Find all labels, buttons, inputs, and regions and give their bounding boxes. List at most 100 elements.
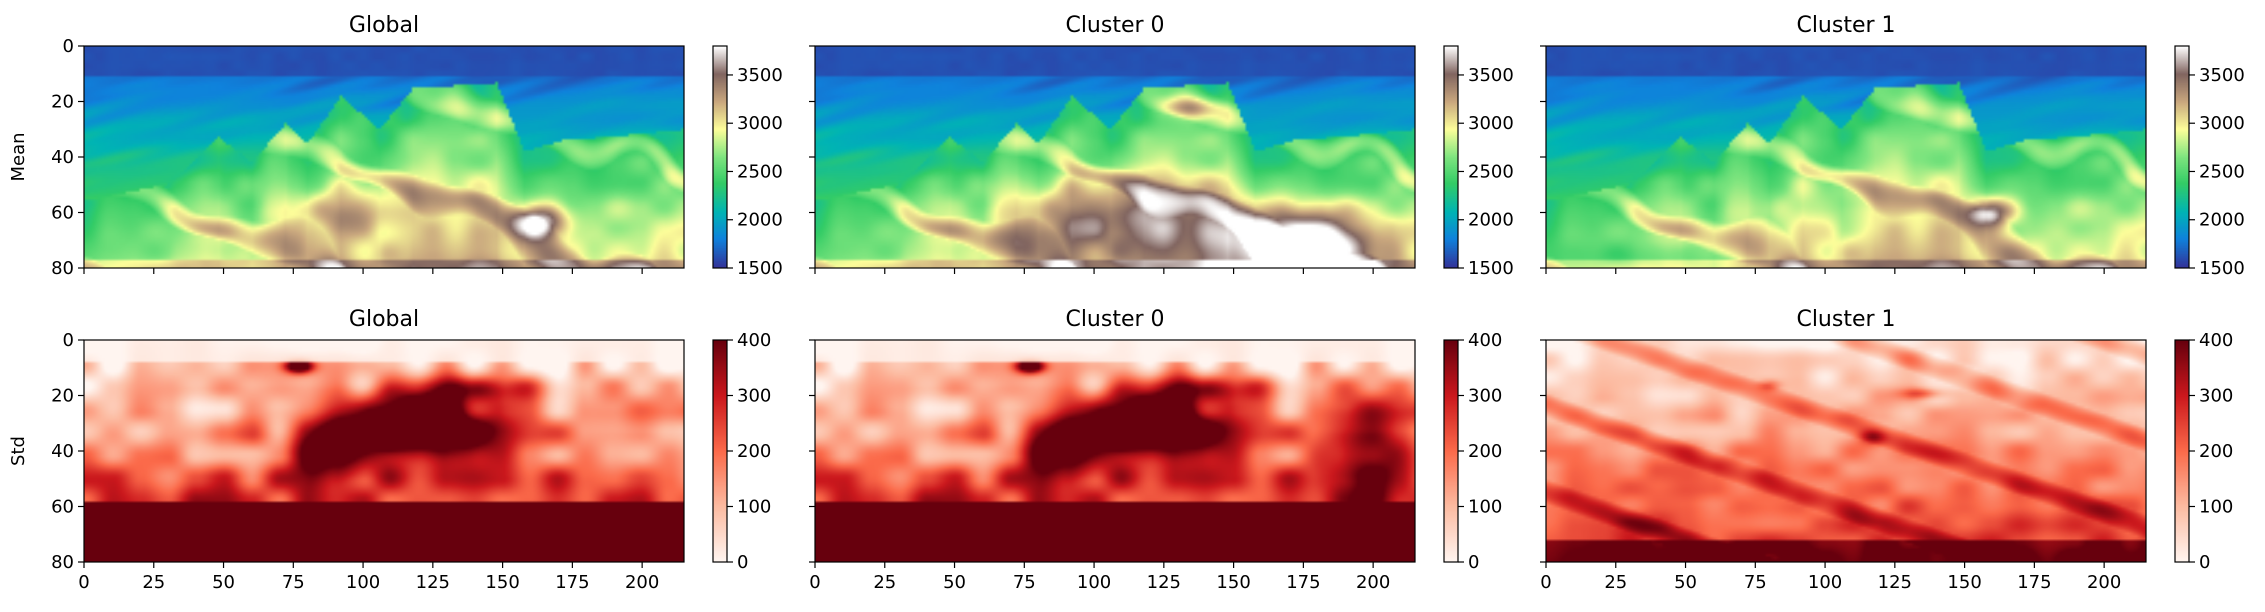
colorbar-tick-label: 0 [2199, 552, 2210, 573]
x-tick-label: 200 [625, 572, 659, 593]
colorbar-tick-label: 2000 [1468, 210, 1514, 231]
colorbar-tick-label: 200 [737, 441, 771, 462]
colorbar-tick-label: 100 [1468, 497, 1502, 518]
colorbar-frame [712, 45, 728, 269]
x-tick-label: 150 [1216, 572, 1250, 593]
colorbar-tick-label: 300 [1468, 386, 1502, 407]
x-tick-label: 25 [142, 572, 165, 593]
panel-std-c0: Cluster 0 0 25 50 75 100 125 150 175 200 0 100 200 30… [809, 307, 1502, 593]
y-tick-label: 0 [63, 330, 74, 351]
colorbar: 1500 2000 2500 3000 3500 [1443, 45, 1514, 279]
x-tick-label: 0 [809, 572, 820, 593]
panel-title: Cluster 0 [1065, 13, 1164, 38]
x-tick-label: 150 [485, 572, 519, 593]
heatmap-image [84, 46, 684, 268]
x-tick-label: 25 [873, 572, 896, 593]
panel-title: Global [349, 307, 419, 332]
panel-title: Global [349, 13, 419, 38]
colorbar-tick-label: 3500 [2199, 65, 2245, 86]
colorbar-tick-label: 100 [2199, 497, 2233, 518]
x-tick-label: 25 [1604, 572, 1627, 593]
colorbar-tick-label: 1500 [2199, 258, 2245, 279]
x-tick-label: 100 [346, 572, 380, 593]
x-tick-label: 125 [416, 572, 450, 593]
y-tick-label: 40 [51, 441, 74, 462]
colorbar-tick-label: 200 [1468, 441, 1502, 462]
colorbar-tick-label: 300 [2199, 386, 2233, 407]
colorbar-gradient [713, 340, 727, 562]
colorbar-gradient [1444, 340, 1458, 562]
colorbar-tick-label: 3000 [737, 113, 783, 134]
x-tick-label: 100 [1808, 572, 1842, 593]
y-axis-label: Std [8, 436, 29, 466]
colorbar: 0 100 200 300 400 [2174, 330, 2233, 573]
x-tick-label: 75 [1013, 572, 1036, 593]
colorbar-tick-label: 2500 [1468, 161, 1514, 182]
colorbar-tick-label: 1500 [1468, 258, 1514, 279]
colorbar: 1500 2000 2500 3000 3500 [2174, 45, 2245, 279]
y-tick-label: 0 [63, 36, 74, 57]
x-tick-label: 175 [2017, 572, 2051, 593]
heatmap-image [815, 340, 1415, 562]
colorbar: 1500 2000 2500 3000 3500 [712, 45, 783, 279]
colorbar-gradient [713, 46, 727, 268]
x-tick-label: 100 [1077, 572, 1111, 593]
colorbar-tick-label: 2000 [2199, 210, 2245, 231]
y-axis-label: Mean [8, 132, 29, 181]
colorbar-tick-label: 3000 [1468, 113, 1514, 134]
colorbar-tick-label: 200 [2199, 441, 2233, 462]
x-tick-label: 75 [282, 572, 305, 593]
panel-title: Cluster 0 [1065, 307, 1164, 332]
panel-title: Cluster 1 [1796, 13, 1895, 38]
colorbar-tick-label: 3000 [2199, 113, 2245, 134]
y-tick-label: 40 [51, 147, 74, 168]
panel-title: Cluster 1 [1796, 307, 1895, 332]
colorbar-frame [2174, 45, 2190, 269]
colorbar-gradient [2175, 46, 2189, 268]
colorbar-tick-label: 3500 [737, 65, 783, 86]
colorbar-tick-label: 400 [737, 330, 771, 351]
y-tick-label: 20 [51, 92, 74, 113]
colorbar-tick-label: 2500 [737, 161, 783, 182]
y-tick-label: 60 [51, 203, 74, 224]
x-tick-label: 0 [1540, 572, 1551, 593]
panel-mean-c0: Cluster 0 1500 2000 2500 3000 3500 [809, 13, 1514, 279]
panel-std-c1: Cluster 1 0 25 50 75 100 125 150 175 200 0 100 200 30… [1540, 307, 2233, 593]
y-tick-label: 20 [51, 386, 74, 407]
colorbar-tick-label: 0 [1468, 552, 1479, 573]
x-tick-label: 50 [1674, 572, 1697, 593]
colorbar-tick-label: 1500 [737, 258, 783, 279]
panel-mean-c1: Cluster 1 1500 2000 2500 3000 3500 [1540, 13, 2245, 279]
colorbar-tick-label: 2000 [737, 210, 783, 231]
colorbar-tick-label: 0 [737, 552, 748, 573]
x-tick-label: 200 [2087, 572, 2121, 593]
y-tick-label: 80 [51, 552, 74, 573]
colorbar-tick-label: 400 [2199, 330, 2233, 351]
colorbar-tick-label: 100 [737, 497, 771, 518]
colorbar-tick-label: 400 [1468, 330, 1502, 351]
colorbar-gradient [1444, 46, 1458, 268]
x-tick-label: 0 [78, 572, 89, 593]
panel-mean-global: Global 0 20 40 60 80 Mean 1500 2000 2500 3000 3500 [8, 13, 783, 279]
y-tick-label: 80 [51, 258, 74, 279]
colorbar-frame [1443, 45, 1459, 269]
x-tick-label: 50 [212, 572, 235, 593]
x-tick-label: 125 [1878, 572, 1912, 593]
x-tick-label: 75 [1744, 572, 1767, 593]
y-tick-label: 60 [51, 497, 74, 518]
colorbar-tick-label: 2500 [2199, 161, 2245, 182]
colorbar-tick-label: 3500 [1468, 65, 1514, 86]
colorbar: 0 100 200 300 400 [1443, 330, 1502, 573]
heatmap-image [815, 46, 1415, 268]
heatmap-image [1546, 340, 2146, 562]
x-tick-label: 175 [1286, 572, 1320, 593]
colorbar: 0 100 200 300 400 [712, 330, 771, 573]
x-tick-label: 50 [943, 572, 966, 593]
x-tick-label: 200 [1356, 572, 1390, 593]
heatmap-image [1546, 46, 2146, 268]
heatmap-image [84, 340, 684, 562]
x-tick-label: 125 [1147, 572, 1181, 593]
colorbar-tick-label: 300 [737, 386, 771, 407]
